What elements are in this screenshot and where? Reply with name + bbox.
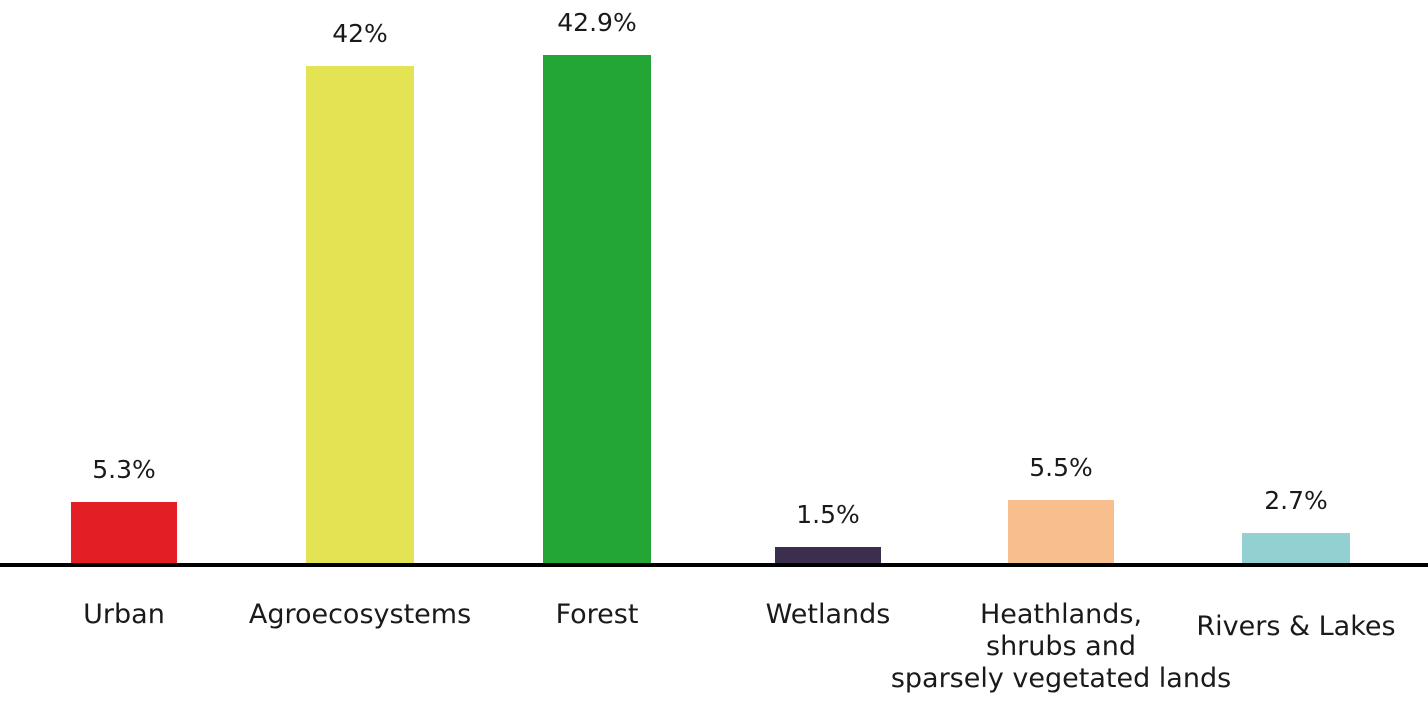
bar-value-label: 42.9% — [557, 8, 636, 37]
bars-group — [71, 55, 1350, 565]
bar-value-label: 5.5% — [1029, 453, 1093, 482]
bar — [775, 547, 881, 565]
value-labels-group: 5.3% 42% 42.9% 1.5% 5.5% 2.7% — [92, 8, 1328, 529]
category-label: Rivers & Lakes — [1196, 611, 1395, 642]
category-label: Wetlands — [766, 599, 891, 630]
bar-value-label: 2.7% — [1264, 486, 1328, 515]
category-labels-group: Urban Agroecosystems Forest Wetlands Heathla… — [83, 599, 1395, 694]
category-label: Agroecosystems — [249, 599, 471, 630]
category-label: Forest — [556, 599, 639, 630]
category-label: Heathlands, — [980, 599, 1142, 630]
bar-value-label: 42% — [332, 19, 388, 48]
bar — [1242, 533, 1350, 565]
bar-value-label: 5.3% — [92, 455, 156, 484]
category-label: Urban — [83, 599, 165, 630]
bar — [306, 66, 414, 565]
bar — [543, 55, 651, 565]
bar-value-label: 1.5% — [796, 500, 860, 529]
category-label: sparsely vegetated lands — [891, 663, 1231, 694]
bar — [71, 502, 177, 565]
bar — [1008, 500, 1114, 565]
category-label: shrubs and — [986, 631, 1136, 662]
